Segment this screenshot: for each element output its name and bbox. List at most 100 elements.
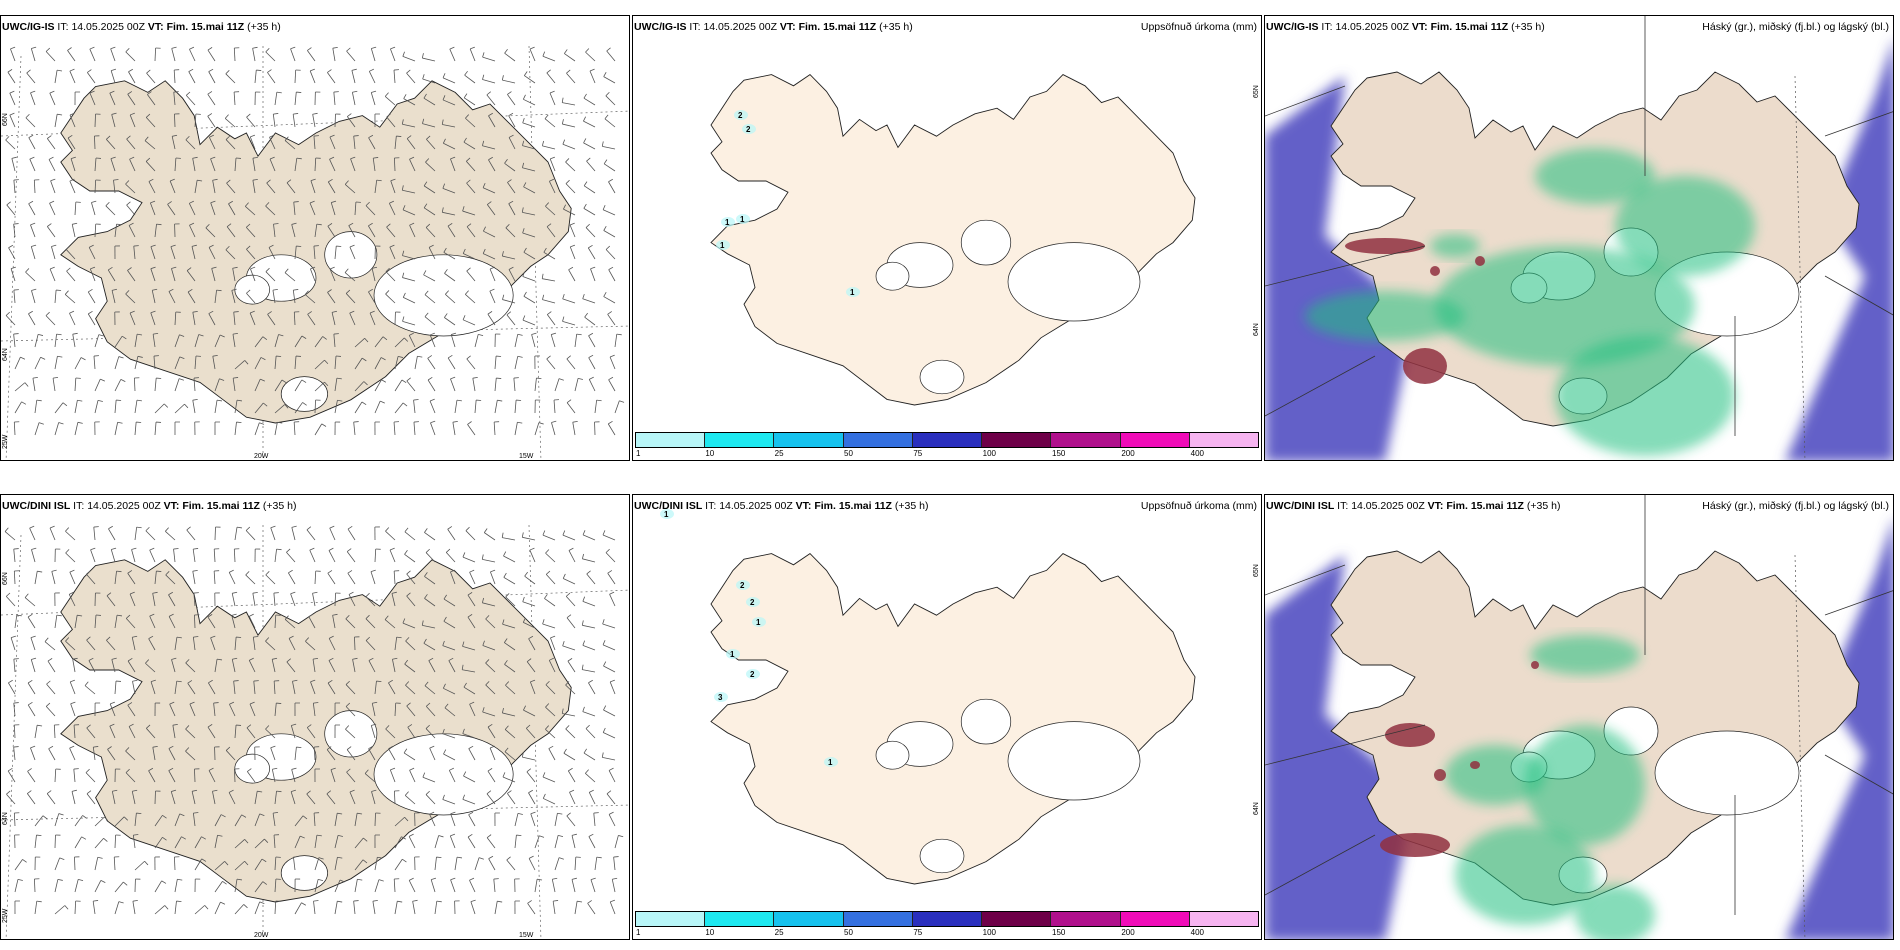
wind-barb-feather bbox=[152, 591, 158, 594]
wind-barb-feather bbox=[13, 223, 19, 225]
wind-barb-shaft bbox=[409, 159, 416, 172]
wind-barb bbox=[523, 705, 536, 717]
wind-barb-shaft bbox=[354, 381, 365, 392]
wind-barb-shaft bbox=[294, 835, 301, 849]
wind-barb bbox=[46, 680, 56, 695]
wind-barb bbox=[422, 74, 436, 84]
wind-barb bbox=[574, 856, 581, 871]
wind-barb-shaft bbox=[25, 271, 36, 282]
wind-barb-feather bbox=[542, 619, 545, 625]
wind-barb-shaft bbox=[508, 203, 516, 216]
wind-barb-feather bbox=[542, 530, 546, 536]
wind-barb bbox=[606, 790, 616, 805]
wind-barb-shaft bbox=[462, 210, 476, 216]
wind-barb bbox=[314, 878, 324, 893]
colorbar-label: 400 bbox=[1190, 449, 1205, 458]
wind-barb-shaft bbox=[454, 857, 458, 871]
wind-barb-shaft bbox=[405, 640, 416, 651]
wind-barb bbox=[346, 548, 356, 563]
wind-barb bbox=[274, 355, 282, 370]
wind-barb-feather bbox=[402, 858, 407, 863]
wind-barb-feather bbox=[486, 790, 492, 795]
wind-barb-feather bbox=[361, 401, 367, 406]
wind-barb bbox=[171, 134, 178, 150]
wind-barb-shaft bbox=[113, 180, 116, 194]
wind-barb-shaft bbox=[566, 358, 576, 370]
wind-barb-shaft bbox=[127, 94, 136, 106]
wind-barb-shaft bbox=[528, 858, 536, 871]
wind-barb-feather bbox=[445, 290, 449, 295]
wind-barb bbox=[508, 200, 516, 216]
wind-barb-shaft bbox=[34, 422, 40, 436]
wind-barb bbox=[425, 724, 436, 739]
wind-barb bbox=[88, 244, 96, 260]
wind-barb-feather bbox=[30, 635, 36, 639]
wind-barb-feather bbox=[352, 657, 358, 660]
wind-barb-shaft bbox=[514, 813, 519, 827]
wind-barb-shaft bbox=[245, 574, 256, 585]
wind-barb-shaft bbox=[286, 661, 296, 673]
wind-barb-shaft bbox=[606, 793, 616, 805]
wind-barb-shaft bbox=[350, 158, 356, 172]
wind-barb-feather bbox=[236, 421, 242, 424]
wind-barb-shaft bbox=[290, 48, 296, 62]
wind-barb-shaft bbox=[88, 247, 96, 260]
wind-barb-feather bbox=[385, 267, 390, 272]
wind-barb-shaft bbox=[329, 159, 336, 172]
wind-barb bbox=[450, 332, 457, 348]
wind-barb bbox=[65, 245, 76, 260]
wind-barb-shaft bbox=[607, 314, 616, 326]
wind-barb bbox=[422, 118, 436, 128]
wind-barb bbox=[493, 878, 499, 893]
wind-barb-shaft bbox=[463, 141, 476, 150]
wind-barb bbox=[553, 399, 560, 414]
wind-barb bbox=[603, 72, 616, 84]
wind-barb bbox=[134, 399, 142, 414]
wind-barb bbox=[214, 881, 227, 893]
wind-barb-feather bbox=[201, 836, 206, 840]
wind-barb-shaft bbox=[462, 645, 476, 651]
wind-barb bbox=[294, 245, 302, 260]
wind-barb-shaft bbox=[389, 549, 396, 563]
wind-barb-shaft bbox=[174, 378, 180, 392]
wind-barb bbox=[174, 900, 182, 915]
wind-barb-shaft bbox=[503, 555, 516, 563]
wind-barb bbox=[406, 570, 416, 585]
wind-barb-shaft bbox=[214, 861, 225, 871]
wind-barb bbox=[113, 856, 120, 871]
wind-barb bbox=[154, 47, 161, 62]
wind-barb bbox=[168, 288, 176, 304]
wind-barb bbox=[469, 877, 476, 893]
wind-barb-shaft bbox=[489, 268, 496, 282]
wind-barb bbox=[394, 702, 401, 717]
wind-barb bbox=[94, 837, 108, 849]
wind-barb bbox=[450, 569, 456, 585]
wind-barb-shaft bbox=[226, 226, 236, 238]
wind-barb-feather bbox=[522, 315, 526, 321]
wind-barb-feather bbox=[29, 525, 35, 529]
low-cloud-area bbox=[1785, 521, 1893, 939]
wind-barb-shaft bbox=[268, 247, 276, 260]
wind-barb bbox=[145, 157, 156, 172]
wind-barb bbox=[327, 570, 336, 585]
wind-barb-feather bbox=[346, 548, 352, 552]
wind-barb-shaft bbox=[614, 400, 620, 414]
wind-barb-shaft bbox=[424, 576, 436, 585]
wind-barb-feather bbox=[88, 657, 94, 661]
panel-header: UWC/IG-IS IT: 14.05.2025 00Z VT: Fim. 15… bbox=[1266, 21, 1545, 33]
wind-barb bbox=[368, 288, 376, 304]
wind-barb bbox=[428, 657, 436, 673]
wind-barb-feather bbox=[226, 179, 231, 184]
wind-barb bbox=[145, 113, 156, 128]
wind-barb-shaft bbox=[306, 793, 316, 805]
wind-barb-feather bbox=[24, 382, 29, 387]
wind-barb-feather bbox=[603, 159, 608, 165]
wind-barb bbox=[273, 223, 279, 238]
wind-barb-feather bbox=[27, 768, 32, 772]
wind-barb-feather bbox=[179, 334, 185, 337]
wind-barb-feather bbox=[563, 204, 566, 210]
wind-barb-feather bbox=[249, 701, 255, 705]
wind-barb bbox=[174, 378, 184, 392]
wind-barb bbox=[47, 658, 56, 673]
wind-barb-feather bbox=[502, 619, 505, 625]
